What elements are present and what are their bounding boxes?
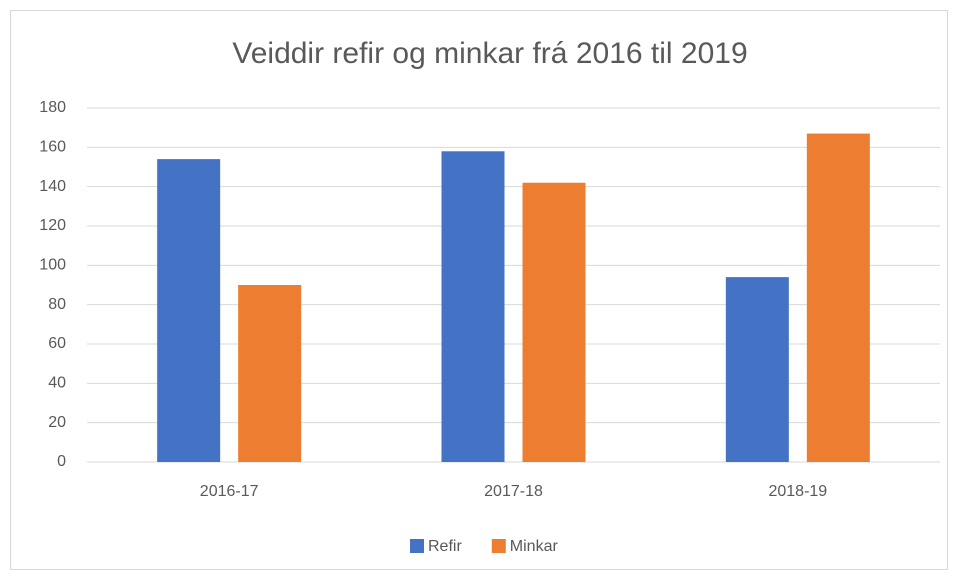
x-tick-label: 2018-19 (768, 483, 827, 500)
bar (441, 151, 505, 462)
y-tick-label: 20 (48, 414, 66, 431)
bar (522, 182, 586, 462)
y-tick-label: 60 (48, 335, 66, 352)
y-tick-label: 120 (39, 217, 66, 234)
bar (725, 277, 789, 462)
y-tick-label: 100 (39, 257, 66, 274)
legend-label: Minkar (510, 538, 559, 555)
y-tick-label: 140 (39, 178, 66, 195)
legend-label: Refir (428, 538, 462, 555)
y-tick-label: 160 (39, 139, 66, 156)
x-tick-label: 2016-17 (200, 483, 259, 500)
bar (806, 133, 870, 463)
x-tick-label: 2017-18 (484, 483, 543, 500)
legend-swatch (491, 539, 506, 553)
legend-swatch (410, 539, 424, 553)
y-tick-label: 0 (57, 453, 66, 470)
bar (157, 159, 221, 462)
chart-title: Veiddir refir og minkar frá 2016 til 201… (232, 37, 747, 70)
y-tick-label: 40 (48, 375, 66, 392)
y-tick-label: 80 (48, 296, 66, 313)
y-tick-label: 180 (39, 99, 66, 116)
bar (238, 285, 302, 462)
